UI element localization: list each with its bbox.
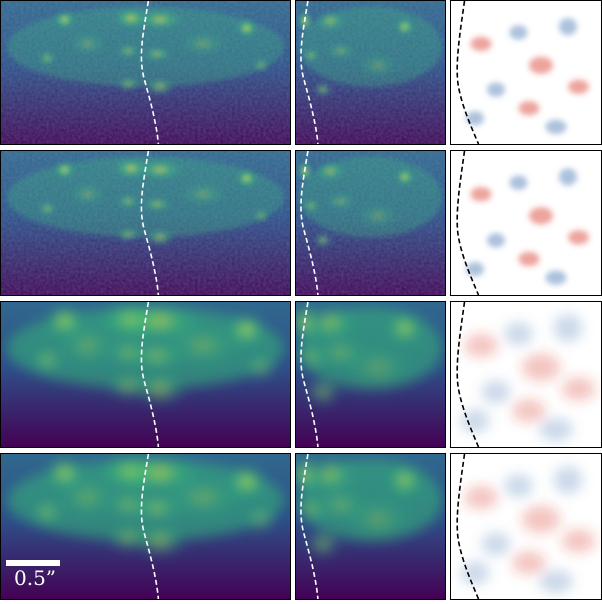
panel-r2-wide-map	[0, 150, 291, 296]
panel-r4-residual-map	[450, 453, 602, 600]
emission-clump	[303, 456, 358, 493]
panel-r1-residual-map	[450, 0, 602, 145]
residual-feature	[509, 175, 528, 190]
boundary-dashed-line	[456, 1, 480, 144]
emission-clump	[31, 346, 63, 374]
residual-feature	[568, 79, 589, 94]
panel-r4-zoom-map	[295, 453, 446, 600]
residual-feature	[561, 529, 596, 553]
panel-r4-wide-map	[0, 453, 291, 600]
residual-feature	[487, 82, 505, 97]
boundary-dashed-line	[300, 302, 319, 447]
emission-clump	[388, 464, 421, 496]
boundary-dashed-line	[140, 302, 160, 447]
residual-feature	[464, 333, 498, 358]
map-image	[1, 302, 290, 447]
residual-feature	[460, 409, 490, 433]
residual-feature	[553, 466, 583, 495]
residual-feature	[545, 119, 567, 134]
emission-clump	[161, 476, 245, 519]
residual-feature	[559, 168, 577, 186]
scale-bar-label: 0.5”	[14, 566, 57, 590]
emission-clump	[31, 498, 63, 526]
residual-feature	[481, 380, 511, 404]
emission-clump	[245, 354, 277, 381]
boundary-dashed-line	[140, 151, 160, 295]
residual-feature	[561, 377, 596, 401]
emission-clump	[161, 324, 245, 367]
map-image	[296, 151, 445, 295]
residual-feature	[470, 187, 492, 202]
emission-clump	[133, 373, 186, 405]
emission-clump	[56, 324, 119, 367]
emission-clump	[340, 343, 416, 391]
residual-feature	[529, 207, 553, 225]
residual-feature	[487, 233, 505, 248]
residual-feature	[518, 251, 540, 267]
residual-feature	[518, 101, 540, 116]
map-image	[296, 302, 445, 447]
residual-feature	[464, 485, 498, 510]
panel-r1-zoom-map	[295, 0, 446, 145]
residual-image	[451, 151, 601, 295]
emission-clump	[133, 525, 186, 557]
residual-feature	[512, 399, 546, 423]
map-image	[1, 1, 290, 144]
residual-feature	[481, 532, 511, 556]
emission-clump	[340, 495, 416, 543]
residual-feature	[529, 56, 553, 74]
residual-feature	[504, 474, 533, 498]
residual-feature	[512, 551, 546, 575]
panel-r3-zoom-map	[295, 301, 446, 448]
panel-r2-residual-map	[450, 150, 602, 296]
residual-feature	[553, 314, 583, 343]
map-image	[1, 454, 290, 599]
residual-feature	[509, 25, 528, 40]
map-image	[1, 151, 290, 295]
residual-feature	[466, 261, 484, 277]
map-image	[296, 1, 445, 144]
panel-r2-zoom-map	[295, 150, 446, 296]
panel-r3-wide-map	[0, 301, 291, 448]
boundary-dashed-line	[456, 151, 480, 295]
emission-clump	[306, 378, 339, 405]
residual-feature	[539, 418, 573, 442]
residual-feature	[466, 111, 484, 126]
scale-bar	[6, 560, 60, 566]
residual-feature	[470, 36, 492, 52]
residual-feature	[545, 270, 567, 285]
map-image	[296, 454, 445, 599]
emission-clump	[306, 530, 339, 557]
residual-image	[451, 302, 601, 447]
emission-clump	[56, 476, 119, 519]
boundary-dashed-line	[456, 454, 480, 599]
residual-feature	[568, 230, 589, 245]
residual-image	[451, 1, 601, 144]
residual-feature	[504, 322, 533, 346]
panel-r3-residual-map	[450, 301, 602, 448]
residual-feature	[521, 353, 561, 382]
emission-clump	[303, 304, 358, 341]
boundary-dashed-line	[300, 1, 319, 144]
boundary-dashed-line	[300, 454, 319, 599]
boundary-dashed-line	[300, 151, 319, 295]
emission-clump	[245, 506, 277, 533]
residual-feature	[521, 505, 561, 534]
residual-image	[451, 454, 601, 599]
boundary-dashed-line	[140, 454, 160, 599]
panel-r1-wide-map	[0, 0, 291, 145]
emission-clump	[388, 312, 421, 344]
residual-feature	[460, 561, 490, 585]
boundary-dashed-line	[456, 302, 480, 447]
boundary-dashed-line	[140, 1, 160, 144]
residual-feature	[559, 18, 577, 36]
residual-feature	[539, 570, 573, 594]
